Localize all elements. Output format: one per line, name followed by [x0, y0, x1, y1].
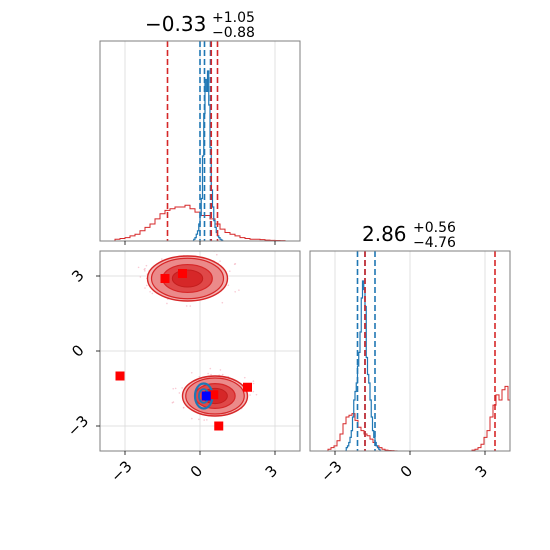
- joint-x-tick-label: −3: [107, 457, 135, 485]
- sample-point: [144, 270, 146, 272]
- title-param2-minus: −4.76: [413, 235, 456, 251]
- sample-point: [243, 376, 246, 379]
- sample-point: [144, 267, 146, 270]
- sample-point: [145, 264, 148, 267]
- sample-point: [255, 393, 258, 396]
- sample-point: [149, 290, 151, 293]
- sample-point: [190, 371, 193, 374]
- sample-point: [249, 394, 251, 396]
- sample-point: [191, 417, 193, 420]
- title-param2-median: 2.86: [362, 222, 407, 246]
- sample-point: [178, 392, 181, 394]
- sample-point: [161, 258, 163, 260]
- joint-plot-area: [115, 248, 258, 431]
- joint-x-tick-label: 0: [187, 462, 206, 481]
- sample-point: [181, 387, 183, 389]
- hist-param2-x-tick-label: −3: [317, 457, 345, 485]
- sample-point: [166, 302, 168, 305]
- sample-point: [144, 287, 146, 289]
- joint-y-tick-label: −3: [64, 412, 92, 440]
- sample-point: [234, 262, 237, 265]
- sample-point: [180, 249, 182, 251]
- joint-x-tick-labels: −3 0 3: [107, 457, 281, 485]
- sample-point: [221, 301, 224, 304]
- red-marker: [209, 390, 219, 400]
- hist-param2-x-tick-label: 0: [397, 462, 416, 481]
- hist-param2-blue-histogram: [345, 280, 382, 451]
- sample-point: [252, 390, 255, 393]
- sample-point: [185, 305, 188, 307]
- sample-point: [221, 373, 224, 376]
- sample-point: [151, 292, 154, 295]
- sample-point: [210, 373, 212, 376]
- red-marker: [214, 421, 224, 431]
- title-param1-minus: −0.88: [212, 25, 255, 41]
- title-param2-plus: +0.56: [413, 220, 456, 236]
- sample-point: [207, 372, 209, 375]
- hist-param2-panel: [309, 250, 511, 455]
- hist-param2-red-histogram: [325, 385, 510, 451]
- blue-marker: [201, 391, 211, 401]
- sample-point: [137, 266, 140, 269]
- red-marker: [115, 371, 125, 381]
- sample-point: [252, 382, 255, 385]
- joint-y-tick-label: 3: [68, 266, 87, 285]
- sample-point: [139, 276, 142, 278]
- hist-param1-panel: [99, 40, 301, 245]
- joint-x-tick-label: 3: [262, 462, 281, 481]
- sample-point: [198, 375, 201, 378]
- hist-param1-plot-area: [110, 41, 300, 241]
- hist-param2-x-tick-labels: −3 0 3: [317, 457, 491, 485]
- sample-point: [206, 419, 208, 421]
- sample-point: [171, 401, 174, 404]
- sample-point: [238, 289, 240, 291]
- joint-y-tick-labels: −3 0 3: [64, 266, 92, 440]
- red-marker: [243, 382, 252, 392]
- sample-point: [228, 270, 231, 272]
- sample-point: [252, 380, 255, 382]
- sample-point: [174, 387, 177, 390]
- title-param2: 2.86 +0.56 −4.76: [362, 220, 456, 251]
- title-param1-median: −0.33: [145, 12, 206, 36]
- title-param1-plus: +1.05: [212, 10, 255, 26]
- hist-param1-blue-histogram: [192, 70, 224, 241]
- sample-point: [172, 387, 175, 390]
- sample-point: [203, 419, 205, 421]
- title-param1: −0.33 +1.05 −0.88: [145, 10, 255, 41]
- sample-point: [234, 290, 236, 293]
- sample-point: [227, 284, 230, 286]
- sample-point: [219, 369, 222, 371]
- red-contour-mode1-level4: [171, 269, 204, 288]
- hist-param2-plot-area: [325, 251, 510, 451]
- hist-param2-x-tick-label: 3: [472, 462, 491, 481]
- joint-panel: [96, 248, 301, 455]
- red-marker: [178, 269, 187, 278]
- sample-point: [145, 284, 148, 287]
- sample-point: [209, 367, 212, 370]
- sample-point: [182, 407, 185, 409]
- sample-point: [219, 260, 221, 262]
- sample-point: [215, 253, 218, 256]
- joint-y-tick-label: 0: [68, 341, 87, 360]
- sample-point: [189, 305, 192, 307]
- sample-point: [198, 418, 200, 421]
- red-marker: [160, 274, 170, 283]
- sample-point: [191, 248, 193, 250]
